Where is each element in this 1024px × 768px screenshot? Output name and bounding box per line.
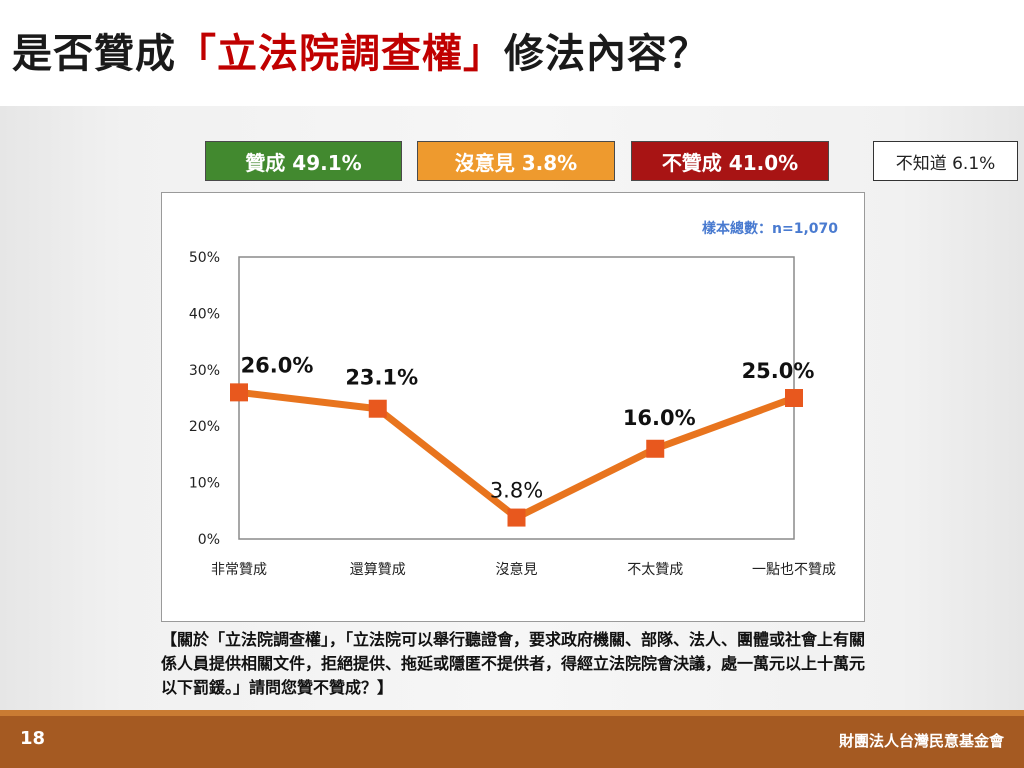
slide-title: 是否贊成「立法院調查權」修法內容？ — [12, 24, 709, 84]
x-tick-label: 沒意見 — [496, 561, 538, 578]
x-tick-label: 不太贊成 — [627, 562, 683, 578]
line-chart: 樣本總數：n=1,070 0% 10% 20% 30% 40% 50% 非常贊成 還算贊成 沒意見… — [189, 220, 838, 578]
page-number: 18 — [20, 728, 46, 749]
question-text: 【關於「立法院調查權」，「立法院可以舉行聽證會，要求政府機關、部隊、法人、團體或… — [161, 630, 866, 697]
data-label: 16.0% — [623, 406, 696, 430]
y-tick-label: 50% — [189, 250, 220, 266]
summary-neutral-box: 沒意見 3.8% — [417, 141, 615, 181]
data-label: 25.0% — [742, 359, 815, 383]
title-prefix: 是否贊成 — [12, 31, 176, 77]
y-tick-label: 10% — [189, 476, 220, 492]
title-suffix: 修法內容？ — [504, 31, 709, 77]
sample-size-note: 樣本總數：n=1,070 — [702, 220, 838, 237]
data-label: 23.1% — [345, 366, 418, 390]
summary-unknown-box: 不知道 6.1% — [873, 141, 1018, 181]
y-tick-label: 40% — [189, 306, 220, 322]
x-tick-label: 還算贊成 — [350, 562, 406, 578]
x-tick-label: 非常贊成 — [211, 562, 267, 578]
x-tick-label: 一點也不贊成 — [752, 562, 836, 578]
y-tick-label: 20% — [189, 419, 220, 435]
summary-yes-box: 贊成 49.1% — [205, 141, 402, 181]
data-point — [230, 383, 248, 402]
title-highlight: 「立法院調查權」 — [176, 31, 504, 77]
footer-bar: 18 財團法人台灣民意基金會 — [0, 710, 1024, 768]
chart-panel: 樣本總數：n=1,070 0% 10% 20% 30% 40% 50% 非常贊成 還算贊成 沒意見… — [161, 192, 865, 622]
data-point — [646, 439, 665, 458]
data-label: 26.0% — [241, 353, 314, 377]
summary-no-box: 不贊成 41.0% — [631, 141, 829, 181]
y-tick-label: 30% — [189, 363, 220, 379]
organization-name: 財團法人台灣民意基金會 — [838, 732, 1004, 750]
data-label: 3.8% — [490, 479, 543, 503]
data-point — [507, 508, 526, 527]
y-tick-label: 0% — [198, 532, 220, 548]
data-point — [785, 389, 803, 407]
data-point — [368, 399, 387, 418]
